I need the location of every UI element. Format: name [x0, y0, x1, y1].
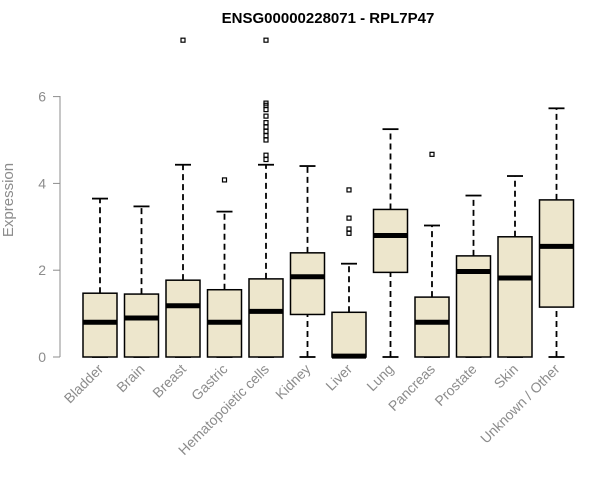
- box-iqr: [82, 292, 118, 358]
- box-iqr: [123, 293, 160, 358]
- outlier-point: [221, 177, 228, 183]
- box-iqr: [289, 252, 326, 316]
- x-tick-label: Breast: [149, 361, 189, 401]
- x-tick-label: Prostate: [431, 361, 479, 409]
- box-iqr: [331, 311, 367, 358]
- outlier-point: [263, 107, 269, 113]
- box-prostate: [455, 194, 492, 358]
- outlier-point: [429, 151, 435, 157]
- outlier-point: [263, 100, 269, 106]
- outlier-point: [346, 187, 352, 193]
- box-gastric: [206, 177, 243, 358]
- y-tick-label: 0: [38, 349, 46, 365]
- chart-title: ENSG00000228071 - RPL7P47: [222, 10, 435, 27]
- box-bladder: [82, 197, 118, 358]
- y-tick-label: 2: [38, 262, 46, 278]
- x-tick-label: Liver: [322, 361, 355, 394]
- box-skin: [497, 175, 533, 358]
- plot-area: [82, 37, 575, 359]
- box-brain: [123, 205, 160, 358]
- box-liver: [331, 187, 367, 359]
- box-iqr: [372, 208, 409, 274]
- box-lung: [372, 128, 409, 358]
- outlier-point: [263, 124, 269, 130]
- box-breast: [165, 37, 201, 358]
- outlier-point: [263, 113, 269, 119]
- box-kidney: [289, 165, 326, 358]
- outlier-point: [346, 230, 352, 236]
- y-tick-label: 4: [38, 175, 46, 191]
- box-iqr: [497, 236, 533, 358]
- y-axis-ticks: 0 2 4 6: [38, 89, 60, 365]
- outlier-point: [263, 152, 269, 158]
- y-tick-label: 6: [38, 89, 46, 105]
- box-pancreas: [414, 151, 450, 358]
- box-iqr: [165, 279, 201, 358]
- box-hematopoietic-cells: [248, 37, 284, 358]
- box-iqr: [248, 278, 284, 358]
- box-iqr: [538, 199, 575, 308]
- box-unknown-other: [538, 107, 575, 358]
- x-tick-label: Kidney: [272, 361, 314, 403]
- outlier-point: [263, 137, 269, 143]
- outlier-point: [263, 128, 269, 134]
- outlier-point: [263, 133, 269, 139]
- outlier-point: [263, 120, 269, 126]
- outlier-point: [180, 37, 186, 43]
- x-tick-label: Unknown / Other: [477, 361, 563, 447]
- box-iqr: [414, 296, 450, 358]
- outlier-point: [346, 226, 352, 232]
- x-tick-label: Lung: [363, 361, 396, 394]
- x-tick-label: Bladder: [61, 361, 107, 407]
- x-tick-label: Skin: [491, 361, 522, 392]
- x-tick-label: Brain: [113, 361, 147, 395]
- y-axis-label: Expression: [0, 163, 17, 237]
- outlier-point: [346, 215, 352, 221]
- outlier-point: [263, 156, 269, 163]
- outlier-point: [263, 37, 269, 43]
